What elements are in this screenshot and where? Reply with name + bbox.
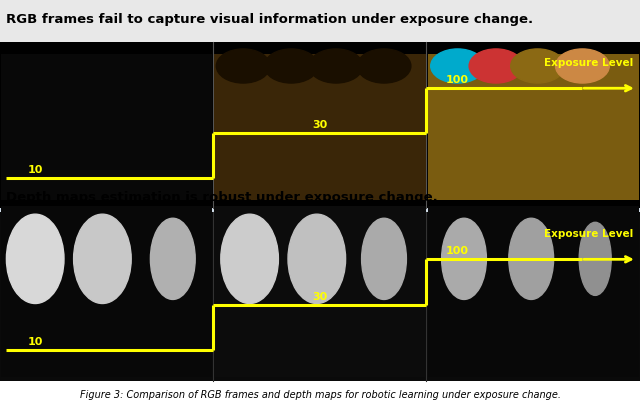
Text: 30: 30 [312, 291, 327, 301]
Ellipse shape [442, 219, 486, 300]
Circle shape [309, 50, 363, 84]
Circle shape [511, 50, 564, 84]
Circle shape [264, 50, 318, 84]
Bar [0, 381, 640, 405]
Text: Figure 3: Comparison of RGB frames and depth maps for robotic learning under exp: Figure 3: Comparison of RGB frames and d… [79, 389, 561, 399]
Bar [0, 213, 640, 381]
Bar [1, 55, 212, 200]
Text: 100: 100 [445, 246, 468, 256]
Circle shape [216, 50, 270, 84]
Ellipse shape [509, 219, 554, 300]
Bar [214, 207, 426, 377]
Circle shape [357, 50, 411, 84]
Ellipse shape [362, 219, 406, 300]
Text: RGB frames fail to capture visual information under exposure change.: RGB frames fail to capture visual inform… [6, 13, 534, 26]
Text: 10: 10 [28, 165, 43, 175]
Text: Exposure Level: Exposure Level [545, 58, 634, 68]
Circle shape [469, 50, 523, 84]
Text: Depth maps estimation is robust under exposure change.: Depth maps estimation is robust under ex… [6, 190, 438, 203]
Circle shape [431, 50, 484, 84]
Ellipse shape [288, 215, 346, 304]
Bar [0, 43, 640, 209]
Bar [428, 55, 639, 200]
Ellipse shape [579, 223, 611, 296]
Bar [1, 207, 212, 377]
Circle shape [556, 50, 609, 84]
Text: 100: 100 [445, 75, 468, 85]
Bar [0, 183, 640, 213]
Text: 30: 30 [312, 120, 327, 130]
Text: Exposure Level: Exposure Level [545, 229, 634, 239]
Ellipse shape [221, 215, 278, 304]
Ellipse shape [6, 215, 64, 304]
Bar [0, 0, 640, 43]
Bar [428, 207, 639, 377]
Bar [214, 55, 426, 200]
Ellipse shape [74, 215, 131, 304]
Text: 10: 10 [28, 337, 43, 346]
Ellipse shape [150, 219, 195, 300]
